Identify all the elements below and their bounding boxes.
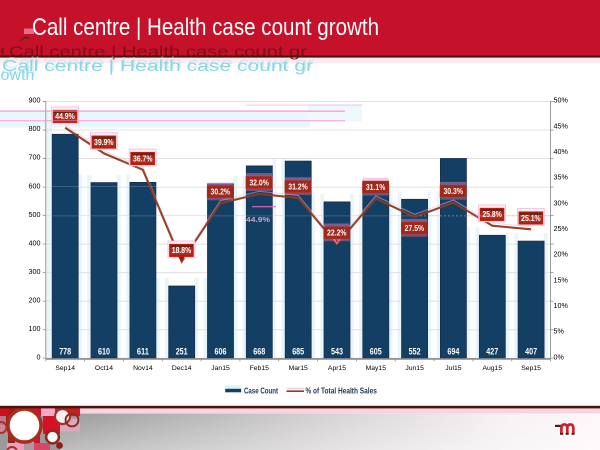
svg-text:500: 500 [29, 210, 41, 219]
svg-text:427: 427 [486, 346, 498, 356]
svg-text:552: 552 [409, 346, 421, 356]
svg-text:100: 100 [29, 324, 41, 333]
svg-text:10%: 10% [554, 301, 569, 310]
svg-text:31.2%: 31.2% [288, 183, 308, 192]
svg-text:543: 543 [331, 346, 343, 356]
svg-text:31.1%: 31.1% [366, 183, 386, 192]
svg-text:18.8%: 18.8% [172, 246, 192, 255]
svg-text:605: 605 [370, 346, 382, 356]
svg-text:Apr15: Apr15 [328, 365, 346, 372]
svg-text:Jun15: Jun15 [405, 365, 424, 372]
svg-text:900: 900 [29, 96, 41, 105]
svg-text:5%: 5% [554, 327, 565, 336]
svg-text:694: 694 [447, 346, 459, 356]
svg-text:Case Count: Case Count [244, 386, 278, 396]
svg-text:200: 200 [29, 295, 41, 304]
svg-text:Oct14: Oct14 [95, 365, 113, 372]
svg-text:407: 407 [525, 346, 537, 356]
svg-text:400: 400 [29, 238, 41, 247]
svg-text:22.2%: 22.2% [327, 229, 347, 238]
svg-text:Feb15: Feb15 [250, 365, 269, 372]
svg-text:25.1%: 25.1% [521, 214, 541, 223]
svg-text:45%: 45% [554, 121, 569, 130]
svg-text:668: 668 [253, 346, 265, 356]
svg-text:owth: owth [1, 67, 35, 84]
svg-text:25%: 25% [554, 224, 569, 233]
svg-text:Mar15: Mar15 [289, 365, 308, 372]
svg-text:30.2%: 30.2% [211, 188, 231, 197]
svg-text:Call centre | Health case coun: Call centre | Health case count growth [32, 14, 379, 41]
svg-text:44.9%: 44.9% [55, 112, 75, 121]
svg-text:600: 600 [29, 181, 41, 190]
svg-text:owth: owth [2, 64, 36, 81]
svg-text:611: 611 [137, 346, 149, 356]
svg-text:606: 606 [215, 346, 227, 356]
svg-text:40%: 40% [554, 147, 569, 156]
svg-text:35%: 35% [554, 173, 569, 182]
svg-text:Jul15: Jul15 [445, 365, 461, 372]
svg-text:700: 700 [29, 153, 41, 162]
svg-text:30.3%: 30.3% [443, 187, 463, 196]
svg-text:Call centre | Health case coun: Call centre | Health case count gr [2, 58, 314, 75]
svg-text:Sep14: Sep14 [55, 365, 75, 372]
svg-text:39.9%: 39.9% [94, 138, 114, 147]
svg-text:Call centre | Health case coun: Call centre | Health case count gr [4, 55, 316, 72]
svg-text:0: 0 [37, 352, 41, 361]
svg-text:251: 251 [176, 346, 188, 356]
svg-text:0%: 0% [554, 352, 565, 361]
svg-text:800: 800 [29, 124, 41, 133]
svg-text:Jan15: Jan15 [211, 365, 230, 372]
svg-text:36.7%: 36.7% [133, 154, 153, 163]
svg-text:15%: 15% [554, 275, 569, 284]
svg-text:Nov14: Nov14 [133, 365, 153, 372]
svg-text:300: 300 [29, 267, 41, 276]
svg-text:685: 685 [292, 346, 304, 356]
svg-text:778: 778 [59, 346, 71, 356]
svg-text:610: 610 [98, 346, 110, 356]
svg-text:% of Total Health Sales: % of Total Health Sales [305, 386, 377, 396]
svg-text:Aug15: Aug15 [482, 365, 502, 372]
svg-text:May15: May15 [366, 365, 387, 372]
svg-text:Dec14: Dec14 [172, 365, 192, 372]
svg-text:32.0%: 32.0% [249, 178, 269, 187]
svg-text:44.9%: 44.9% [246, 215, 270, 224]
svg-text:50%: 50% [554, 96, 569, 105]
svg-text:Sep15: Sep15 [521, 365, 541, 372]
svg-text:25.8%: 25.8% [482, 210, 502, 219]
svg-text:20%: 20% [554, 250, 569, 259]
svg-text:27.5%: 27.5% [405, 224, 425, 233]
svg-text:30%: 30% [554, 198, 569, 207]
